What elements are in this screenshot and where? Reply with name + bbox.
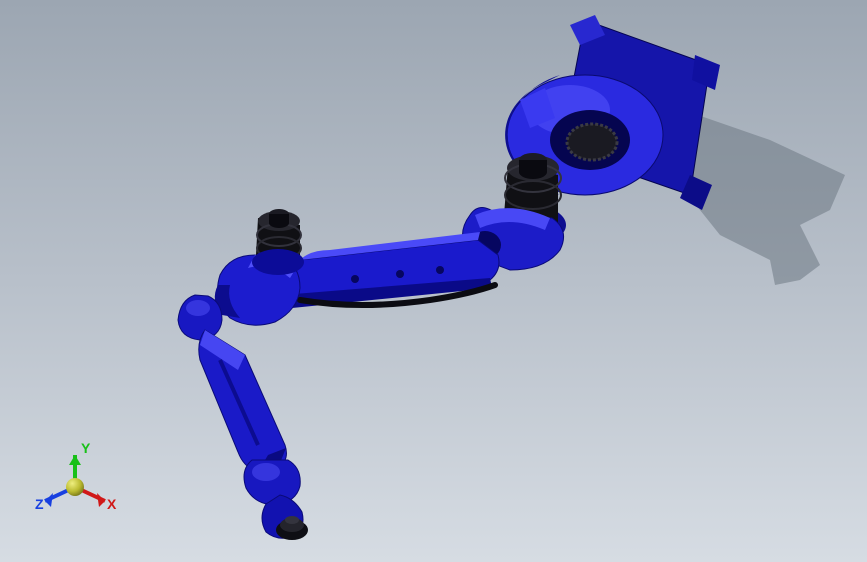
cad-viewport[interactable]: Z X Y: [0, 0, 867, 562]
forearm-link: [199, 330, 287, 472]
model-canvas[interactable]: [0, 0, 867, 562]
triad-origin: [66, 478, 84, 496]
wrist-yoke-hi: [252, 463, 280, 481]
wrist-assembly: [244, 460, 308, 540]
orientation-triad[interactable]: Z X Y: [30, 442, 120, 532]
arm-boss-3: [351, 275, 359, 283]
elbow-lobe-hi: [186, 300, 210, 316]
arm-boss-1: [436, 266, 444, 274]
axis-z-label: Z: [35, 496, 44, 512]
base-bore-gear: [567, 124, 617, 160]
tool-flange-top: [285, 516, 299, 524]
j3-motor-seat: [252, 249, 304, 275]
axis-y-label: Y: [81, 440, 91, 456]
axis-x-label: X: [107, 496, 117, 512]
j3-servo-motor: [252, 209, 304, 275]
j3-motor-nub-side: [269, 214, 289, 228]
arm-boss-2: [396, 270, 404, 278]
j2-motor-cap-side: [519, 160, 547, 179]
upper-arm-link: [280, 232, 499, 308]
